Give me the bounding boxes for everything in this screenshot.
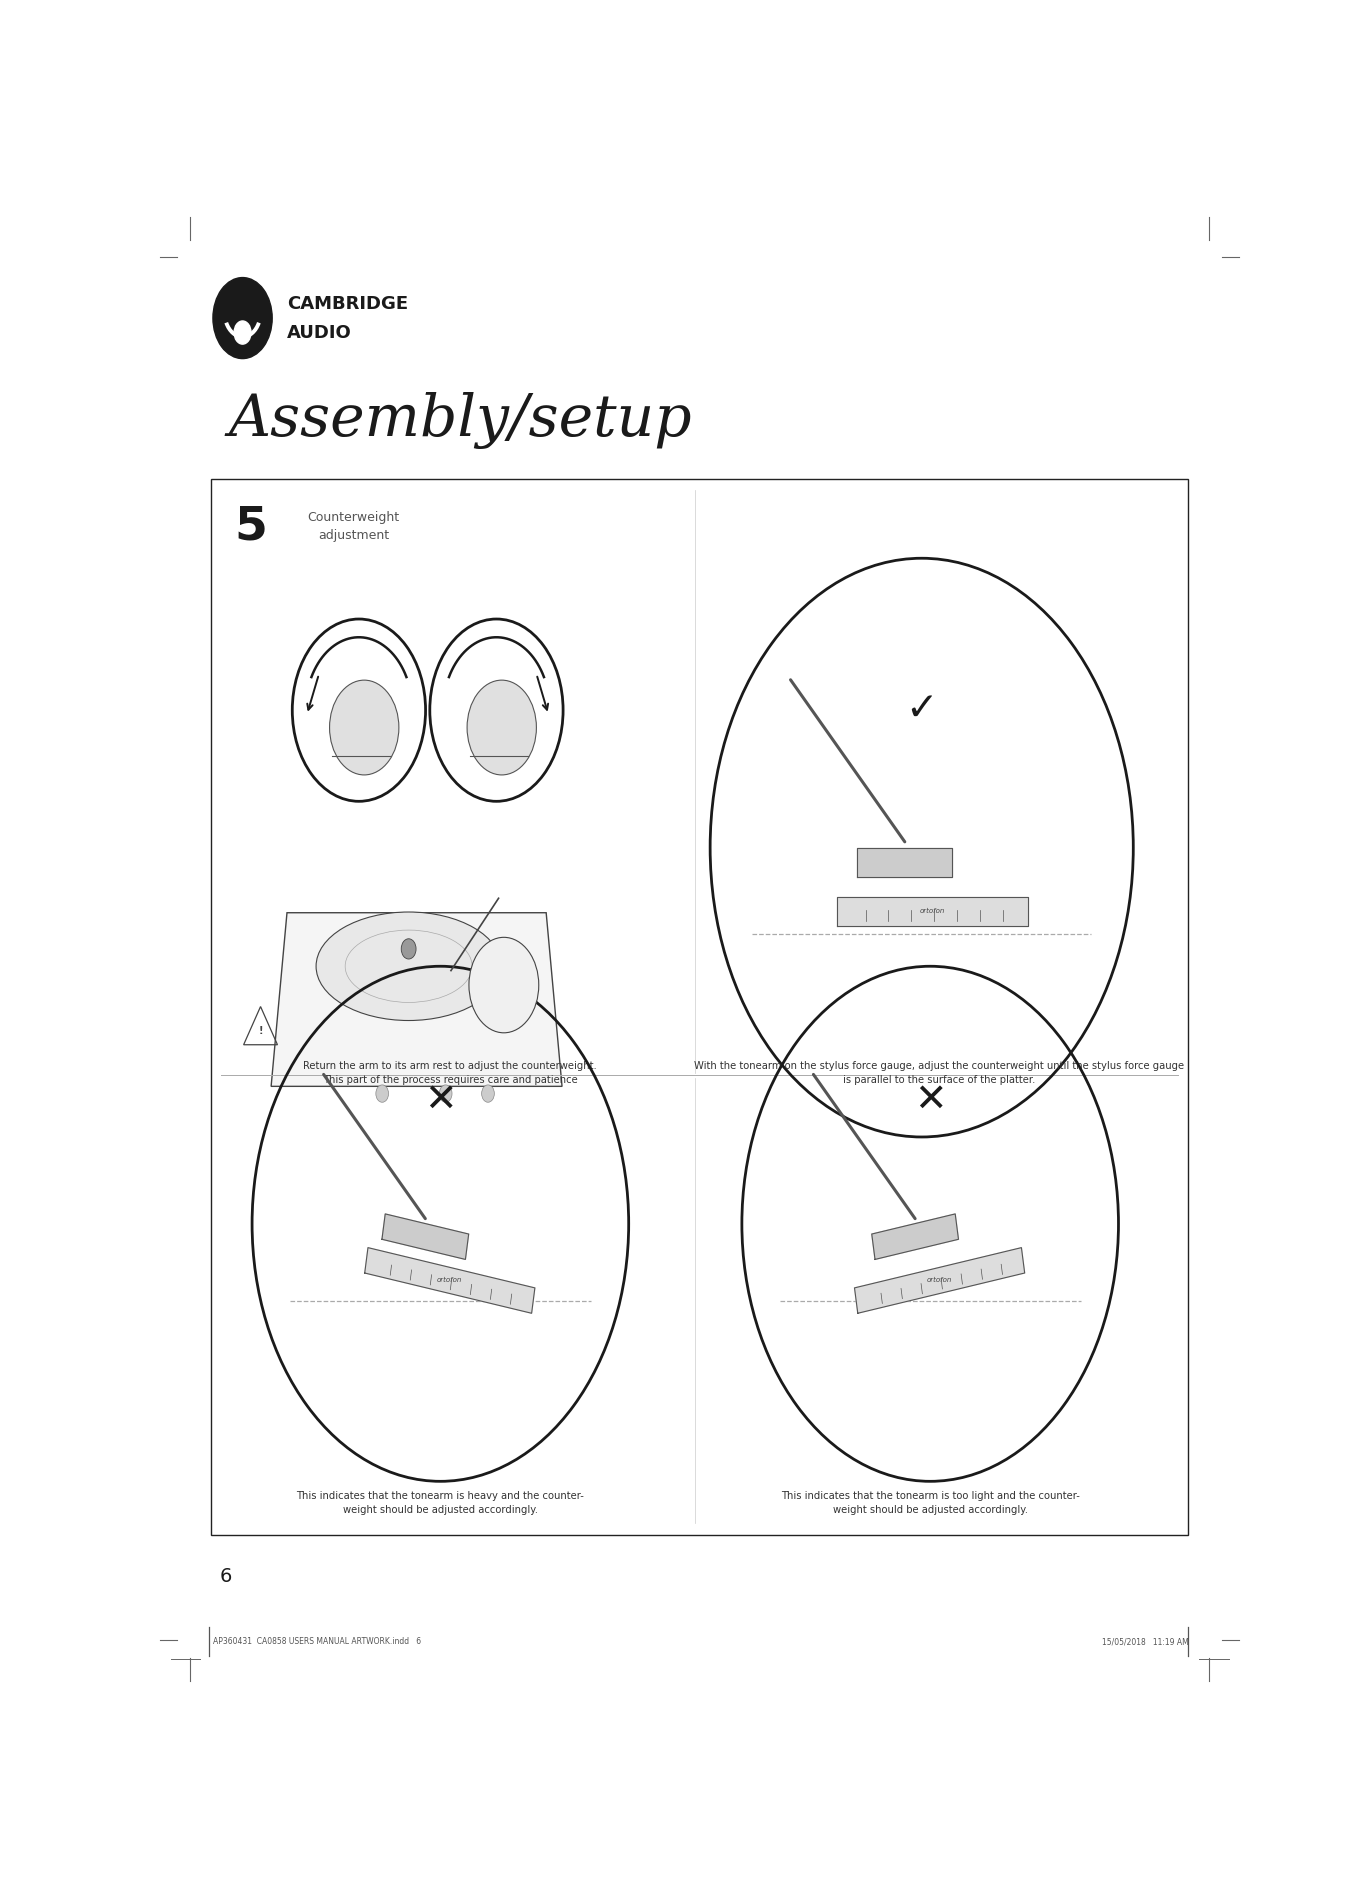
Text: With the tonearm on the stylus force gauge, adjust the counterweight until the s: With the tonearm on the stylus force gau… xyxy=(693,1062,1183,1084)
Ellipse shape xyxy=(317,911,501,1020)
Text: ✓: ✓ xyxy=(905,690,938,727)
Text: 6: 6 xyxy=(220,1567,232,1586)
Text: Assembly/setup: Assembly/setup xyxy=(229,393,692,449)
Text: !: ! xyxy=(258,1026,263,1035)
Circle shape xyxy=(470,938,539,1033)
Text: Return the arm to its arm rest to adjust the counterweight.
This part of the pro: Return the arm to its arm rest to adjust… xyxy=(303,1062,597,1084)
Polygon shape xyxy=(272,913,562,1086)
Bar xyxy=(210,479,1189,1535)
Polygon shape xyxy=(872,1214,958,1259)
Circle shape xyxy=(375,1084,389,1103)
Polygon shape xyxy=(854,1248,1025,1313)
Text: ✕: ✕ xyxy=(425,1080,457,1120)
Circle shape xyxy=(235,321,251,344)
Text: This indicates that the tonearm is too light and the counter-
weight should be a: This indicates that the tonearm is too l… xyxy=(781,1492,1080,1516)
Text: AUDIO: AUDIO xyxy=(287,323,352,342)
Text: 5: 5 xyxy=(235,505,268,551)
Text: This indicates that the tonearm is heavy and the counter-
weight should be adjus: This indicates that the tonearm is heavy… xyxy=(296,1492,584,1516)
Polygon shape xyxy=(364,1248,535,1313)
Circle shape xyxy=(329,680,399,774)
Polygon shape xyxy=(857,847,953,877)
Text: AP360431  CA0858 USERS MANUAL ARTWORK.indd   6: AP360431 CA0858 USERS MANUAL ARTWORK.ind… xyxy=(213,1637,420,1646)
Text: ortofon: ortofon xyxy=(927,1278,953,1283)
Polygon shape xyxy=(382,1214,468,1259)
Circle shape xyxy=(401,940,416,958)
Circle shape xyxy=(440,1084,452,1103)
Text: ✕: ✕ xyxy=(913,1080,946,1120)
Text: 15/05/2018   11:19 AM: 15/05/2018 11:19 AM xyxy=(1102,1637,1189,1646)
Circle shape xyxy=(482,1084,494,1103)
Polygon shape xyxy=(837,896,1028,926)
Text: ortofon: ortofon xyxy=(437,1278,463,1283)
Circle shape xyxy=(467,680,536,774)
Text: CAMBRIDGE: CAMBRIDGE xyxy=(287,295,408,312)
Circle shape xyxy=(213,278,272,359)
Text: ortofon: ortofon xyxy=(920,908,945,915)
Text: Counterweight
adjustment: Counterweight adjustment xyxy=(307,511,400,541)
